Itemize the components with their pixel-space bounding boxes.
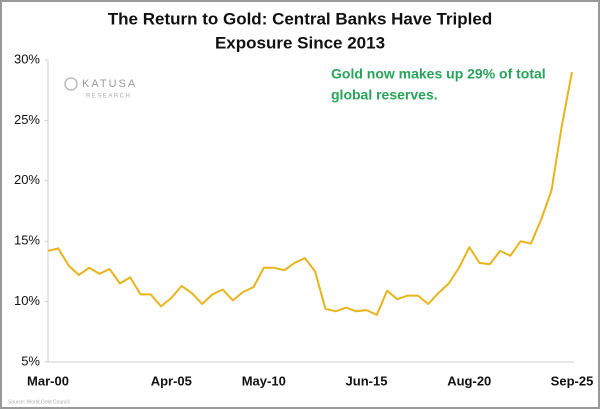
x-tick-label: Aug-20 xyxy=(447,373,491,388)
logo: RESEARCH xyxy=(86,94,131,100)
line-series xyxy=(47,71,573,316)
y-tick-label: 15% xyxy=(14,233,40,248)
x-tick-label: Sep-25 xyxy=(551,373,594,388)
chart-title: The Return to Gold: Central Banks Have T… xyxy=(108,9,492,28)
y-tick-label: 5% xyxy=(21,353,40,368)
logo-icon xyxy=(64,77,78,91)
y-tick-label: 20% xyxy=(14,172,40,187)
y-tick-label: 25% xyxy=(14,112,40,127)
y-tick-label: 30% xyxy=(14,51,40,66)
x-tick-label: Mar-00 xyxy=(27,373,69,388)
x-tick-label: Apr-05 xyxy=(151,373,192,388)
x-tick-label: Jun-15 xyxy=(346,373,388,388)
chart-title: Exposure Since 2013 xyxy=(215,33,385,52)
source: Source: World Gold Council xyxy=(8,399,70,405)
y-tick-label: 10% xyxy=(14,293,40,308)
x-tick-label: May-10 xyxy=(242,373,286,388)
logo: KATUSA xyxy=(82,78,137,90)
annotation: Gold now makes up 29% of total xyxy=(331,66,546,82)
annotation: global reserves. xyxy=(331,87,438,103)
